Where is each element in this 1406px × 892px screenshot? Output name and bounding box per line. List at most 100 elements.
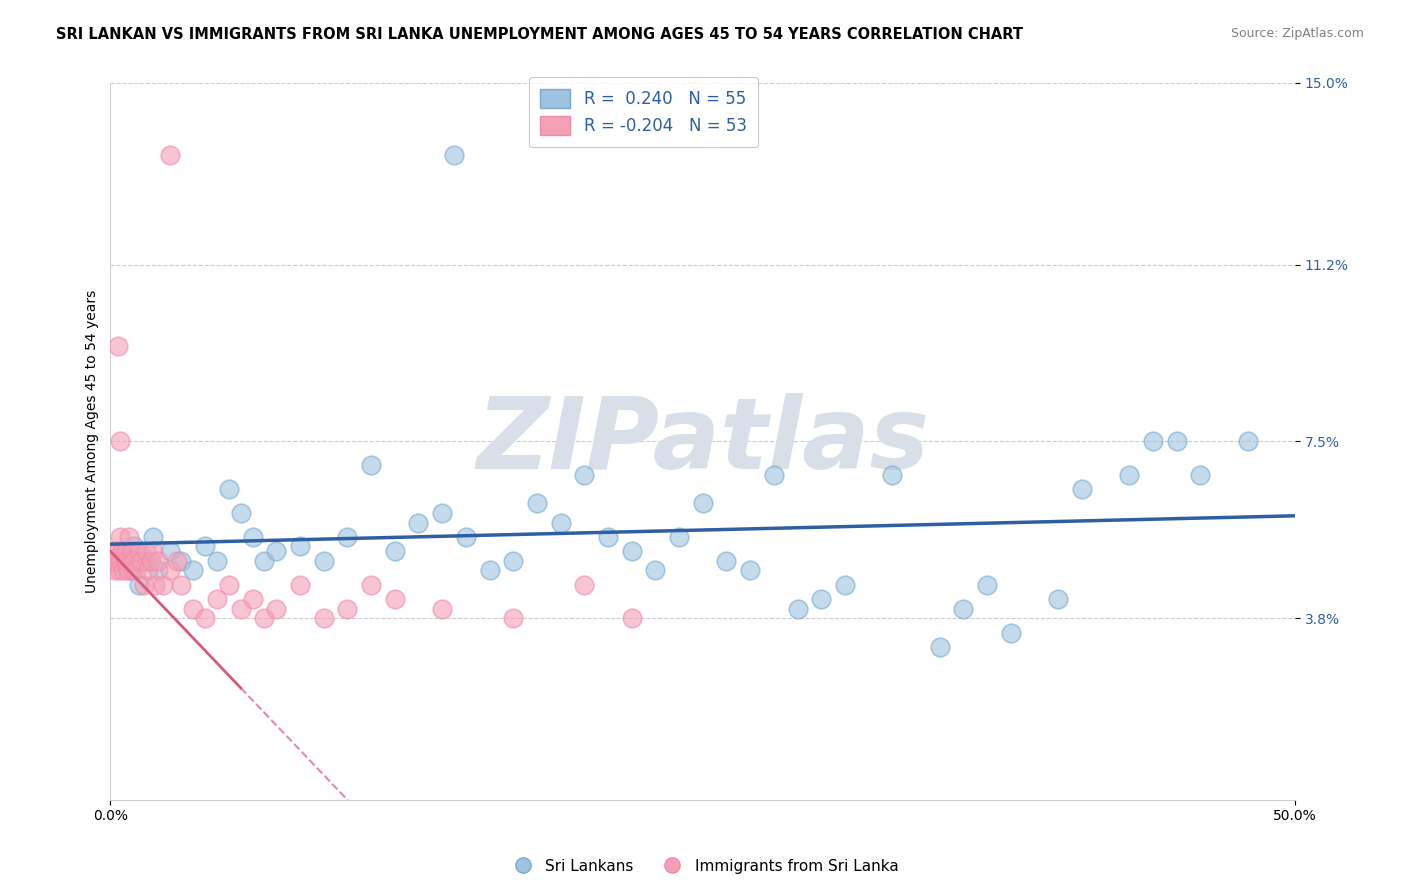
Point [118, 530, 141, 544]
Point [288, 540, 311, 554]
Point [107, 339, 129, 353]
Point [108, 530, 131, 544]
Point [142, 530, 165, 544]
Point [122, 554, 145, 568]
Point [122, 563, 145, 577]
Point [104, 563, 127, 577]
Point [550, 516, 572, 530]
Point [384, 544, 406, 558]
Point [668, 530, 690, 544]
Point [218, 482, 240, 496]
Point [360, 458, 382, 473]
Point [159, 563, 181, 577]
Point [146, 563, 169, 577]
Point [1047, 592, 1070, 607]
Point [152, 578, 174, 592]
Point [105, 554, 128, 568]
Point [242, 530, 264, 544]
Legend: R =  0.240   N = 55, R = -0.204   N = 53: R = 0.240 N = 55, R = -0.204 N = 53 [529, 77, 758, 147]
Point [692, 496, 714, 510]
Point [194, 611, 217, 625]
Point [620, 544, 643, 558]
Point [205, 592, 228, 607]
Point [229, 506, 252, 520]
Point [882, 467, 904, 482]
Point [125, 563, 148, 577]
Point [502, 554, 524, 568]
Point [142, 544, 165, 558]
Point [132, 578, 155, 592]
Text: ZIPatlas: ZIPatlas [477, 392, 929, 490]
Point [112, 563, 135, 577]
Point [122, 540, 145, 554]
Point [810, 592, 832, 607]
Point [115, 554, 138, 568]
Point [644, 563, 666, 577]
Point [194, 540, 217, 554]
Point [107, 544, 129, 558]
Point [139, 554, 162, 568]
Point [443, 147, 465, 161]
Text: SRI LANKAN VS IMMIGRANTS FROM SRI LANKA UNEMPLOYMENT AMONG AGES 45 TO 54 YEARS C: SRI LANKAN VS IMMIGRANTS FROM SRI LANKA … [56, 27, 1024, 42]
Point [101, 554, 124, 568]
Y-axis label: Unemployment Among Ages 45 to 54 years: Unemployment Among Ages 45 to 54 years [86, 290, 100, 593]
Point [430, 506, 453, 520]
Point [136, 563, 159, 577]
Point [1166, 434, 1188, 449]
Point [336, 530, 359, 544]
Point [454, 530, 477, 544]
Point [121, 544, 143, 558]
Point [264, 601, 287, 615]
Point [205, 554, 228, 568]
Point [117, 563, 139, 577]
Point [336, 601, 359, 615]
Point [107, 563, 129, 577]
Point [103, 544, 125, 558]
Point [114, 554, 136, 568]
Point [786, 601, 808, 615]
Point [384, 592, 406, 607]
Point [408, 516, 430, 530]
Point [1142, 434, 1164, 449]
Point [170, 578, 193, 592]
Point [264, 544, 287, 558]
Text: Source: ZipAtlas.com: Source: ZipAtlas.com [1230, 27, 1364, 40]
Point [502, 611, 524, 625]
Point [118, 563, 141, 577]
Point [952, 601, 974, 615]
Point [1000, 625, 1022, 640]
Point [360, 578, 382, 592]
Point [146, 554, 169, 568]
Point [574, 578, 596, 592]
Point [928, 640, 950, 654]
Point [135, 544, 157, 558]
Point [1236, 434, 1258, 449]
Point [183, 563, 205, 577]
Point [218, 578, 240, 592]
Point [253, 554, 276, 568]
Point [620, 611, 643, 625]
Point [108, 434, 131, 449]
Point [596, 530, 619, 544]
Point [159, 147, 181, 161]
Point [128, 544, 150, 558]
Point [114, 544, 136, 558]
Point [107, 554, 129, 568]
Point [526, 496, 548, 510]
Point [478, 563, 501, 577]
Point [129, 554, 152, 568]
Point [166, 554, 188, 568]
Point [135, 554, 157, 568]
Point [762, 467, 785, 482]
Point [312, 611, 335, 625]
Point [1189, 467, 1212, 482]
Point [145, 578, 167, 592]
Point [120, 554, 142, 568]
Point [1070, 482, 1092, 496]
Point [574, 467, 596, 482]
Legend: Sri Lankans, Immigrants from Sri Lanka: Sri Lankans, Immigrants from Sri Lanka [501, 853, 905, 880]
Point [159, 544, 181, 558]
Point [170, 554, 193, 568]
Point [111, 544, 134, 558]
Point [312, 554, 335, 568]
